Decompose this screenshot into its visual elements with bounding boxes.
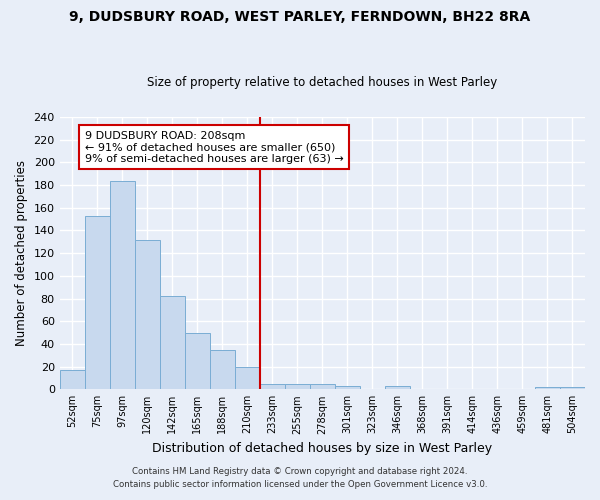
Bar xyxy=(135,240,160,390)
Bar xyxy=(260,384,285,390)
Text: 9, DUDSBURY ROAD, WEST PARLEY, FERNDOWN, BH22 8RA: 9, DUDSBURY ROAD, WEST PARLEY, FERNDOWN,… xyxy=(70,10,530,24)
Bar xyxy=(310,384,335,390)
Bar xyxy=(285,384,310,390)
Bar xyxy=(335,386,360,390)
Bar xyxy=(59,370,85,390)
Bar xyxy=(110,180,135,390)
Bar xyxy=(535,387,560,390)
Text: Contains HM Land Registry data © Crown copyright and database right 2024.
Contai: Contains HM Land Registry data © Crown c… xyxy=(113,468,487,489)
Bar xyxy=(560,387,585,390)
Bar xyxy=(85,216,110,390)
Title: Size of property relative to detached houses in West Parley: Size of property relative to detached ho… xyxy=(147,76,497,90)
Bar xyxy=(185,332,210,390)
Bar xyxy=(210,350,235,390)
Text: 9 DUDSBURY ROAD: 208sqm
← 91% of detached houses are smaller (650)
9% of semi-de: 9 DUDSBURY ROAD: 208sqm ← 91% of detache… xyxy=(85,130,343,164)
Y-axis label: Number of detached properties: Number of detached properties xyxy=(15,160,28,346)
Bar xyxy=(160,296,185,390)
Bar xyxy=(385,386,410,390)
X-axis label: Distribution of detached houses by size in West Parley: Distribution of detached houses by size … xyxy=(152,442,493,455)
Bar xyxy=(235,366,260,390)
